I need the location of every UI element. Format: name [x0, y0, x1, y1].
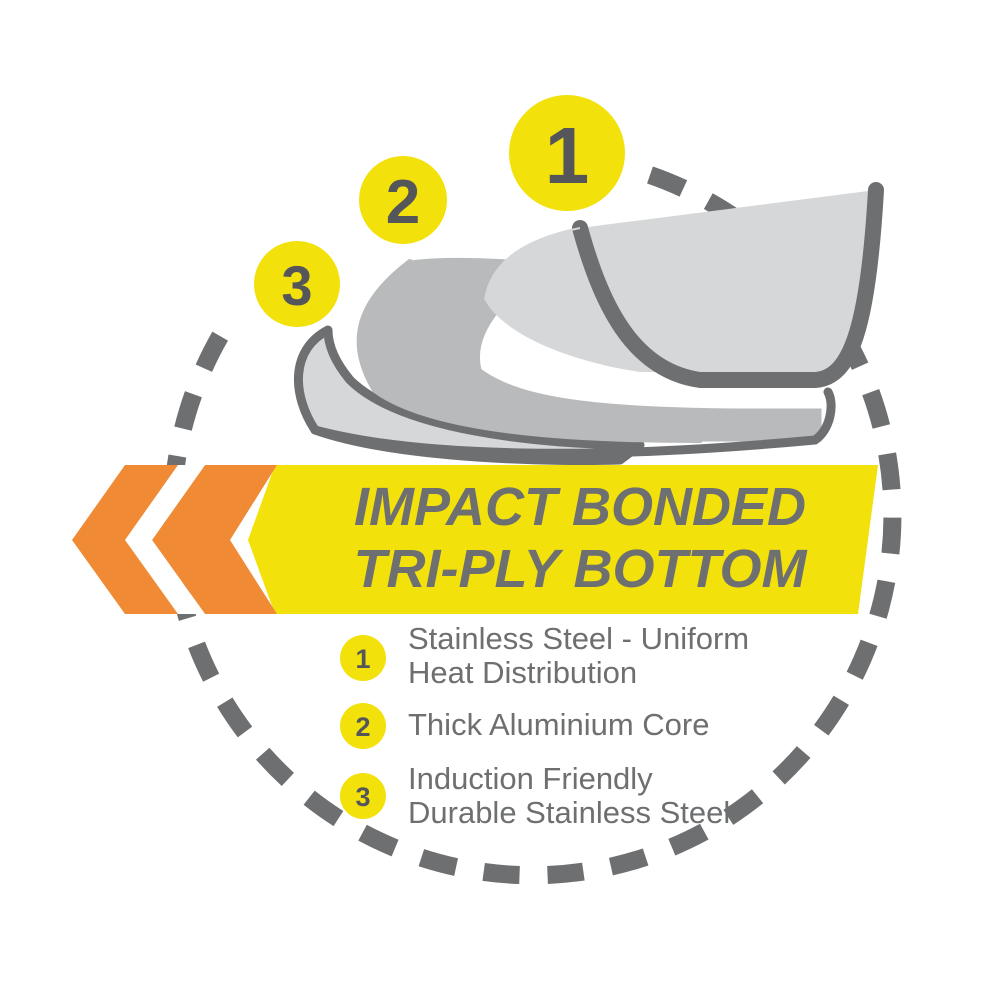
layer-badge-1: 1 [509, 95, 625, 211]
legend-item-2-line-1: Thick Aluminium Core [408, 707, 710, 742]
layer-badge-1-label: 1 [545, 111, 590, 200]
legend-badge-1-label: 1 [355, 644, 370, 674]
legend-badge-3-label: 3 [355, 782, 370, 812]
layer-badge-2: 2 [359, 156, 447, 244]
legend-item-3-line-2: Durable Stainless Steel [408, 795, 731, 830]
tri-ply-layers-icon [294, 182, 884, 466]
banner-title-line-2: TRI-PLY BOTTOM [353, 539, 807, 599]
layer-1-shape [485, 190, 876, 372]
legend-item-1-line-1: Stainless Steel - Uniform [408, 621, 750, 656]
layer-badge-3: 3 [254, 241, 340, 327]
legend-item-3-line-1: Induction Friendly [408, 761, 653, 796]
legend-item-1-line-2: Heat Distribution [408, 655, 638, 690]
banner-title-line-1: IMPACT BONDED [354, 477, 806, 537]
legend-badges: 1 2 3 [340, 635, 386, 819]
layer-badge-2-label: 2 [386, 168, 420, 237]
banner [72, 465, 878, 614]
layer-badge-3-label: 3 [281, 254, 312, 317]
chevron-arrows-icon [72, 465, 277, 614]
layer-3-shape [294, 325, 645, 466]
legend-badge-2-label: 2 [355, 712, 370, 742]
